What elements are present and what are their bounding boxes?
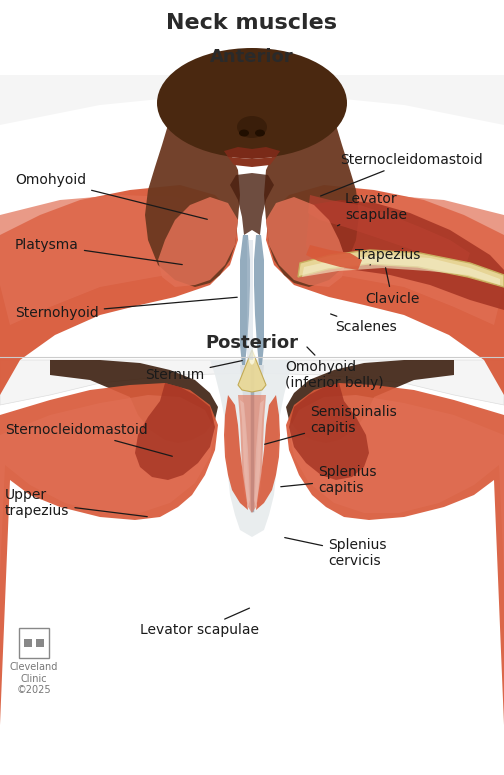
Ellipse shape: [157, 48, 347, 158]
Polygon shape: [230, 173, 274, 235]
Bar: [36, 639, 44, 647]
Text: Splenius
capitis: Splenius capitis: [281, 465, 376, 495]
Text: Semispinalis
capitis: Semispinalis capitis: [265, 405, 397, 444]
Text: Levator scapulae: Levator scapulae: [141, 608, 260, 637]
Polygon shape: [145, 107, 240, 287]
Polygon shape: [210, 360, 294, 537]
Polygon shape: [240, 400, 250, 507]
Polygon shape: [158, 197, 238, 287]
Polygon shape: [0, 360, 504, 405]
Polygon shape: [0, 395, 215, 575]
Polygon shape: [289, 383, 369, 480]
Polygon shape: [224, 147, 280, 159]
Text: Omohyoid: Omohyoid: [15, 173, 207, 219]
Polygon shape: [306, 200, 504, 310]
Text: Clavicle: Clavicle: [365, 267, 419, 306]
Polygon shape: [289, 395, 504, 575]
Polygon shape: [238, 350, 266, 392]
Polygon shape: [224, 395, 248, 510]
Polygon shape: [266, 197, 346, 287]
Text: Trapezius: Trapezius: [355, 248, 420, 265]
Text: Sternocleidomastoid: Sternocleidomastoid: [321, 153, 483, 196]
Polygon shape: [256, 395, 280, 510]
Polygon shape: [240, 235, 250, 365]
Polygon shape: [135, 383, 215, 480]
Text: Omohyoid
(inferior belly): Omohyoid (inferior belly): [285, 347, 384, 390]
Polygon shape: [0, 75, 504, 395]
Polygon shape: [254, 235, 264, 365]
Polygon shape: [254, 400, 264, 507]
Text: Sternohyoid: Sternohyoid: [15, 298, 237, 320]
Ellipse shape: [255, 129, 265, 136]
Polygon shape: [302, 255, 500, 285]
Polygon shape: [0, 383, 218, 725]
Polygon shape: [298, 250, 504, 287]
Text: Neck muscles: Neck muscles: [166, 13, 338, 33]
Polygon shape: [0, 185, 238, 395]
Polygon shape: [286, 360, 454, 443]
Polygon shape: [306, 245, 362, 270]
Polygon shape: [286, 383, 504, 725]
Polygon shape: [264, 107, 359, 287]
Text: Sternocleidomastoid: Sternocleidomastoid: [5, 423, 172, 456]
Text: Cleveland
Clinic
©2025: Cleveland Clinic ©2025: [10, 662, 58, 695]
Bar: [24, 639, 32, 647]
Text: Upper
trapezius: Upper trapezius: [5, 488, 147, 518]
Text: Anterior: Anterior: [210, 48, 294, 66]
Text: Splenius
cervicis: Splenius cervicis: [285, 538, 387, 568]
Polygon shape: [276, 195, 504, 325]
Polygon shape: [266, 185, 504, 395]
Polygon shape: [0, 360, 504, 725]
Polygon shape: [0, 195, 228, 325]
Polygon shape: [238, 395, 266, 513]
Polygon shape: [50, 360, 218, 443]
Text: Posterior: Posterior: [206, 334, 298, 352]
Polygon shape: [228, 157, 276, 167]
Text: Levator
scapulae: Levator scapulae: [338, 192, 407, 226]
Polygon shape: [0, 75, 504, 125]
Polygon shape: [248, 347, 256, 365]
Text: Platysma: Platysma: [15, 238, 182, 264]
Polygon shape: [308, 195, 470, 267]
Ellipse shape: [239, 129, 249, 136]
Ellipse shape: [237, 116, 267, 138]
Polygon shape: [247, 240, 253, 360]
Text: Scalenes: Scalenes: [331, 314, 397, 334]
Polygon shape: [240, 365, 264, 513]
Text: Sternum: Sternum: [145, 360, 242, 382]
